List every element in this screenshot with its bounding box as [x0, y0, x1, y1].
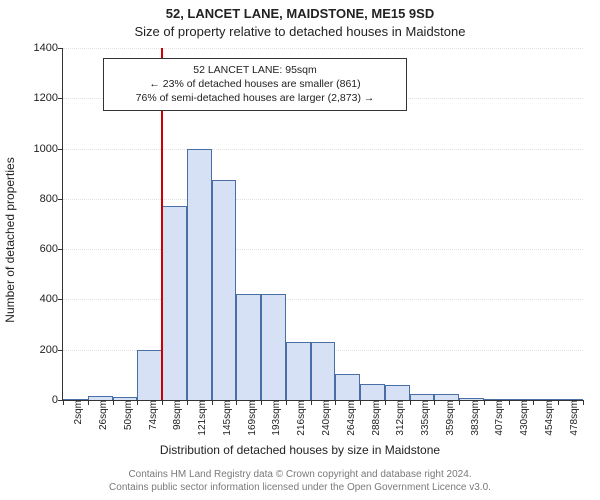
x-tick-mark [187, 400, 188, 405]
x-tick-mark [212, 400, 213, 405]
chart-footer: Contains HM Land Registry data © Crown c… [0, 469, 600, 494]
chart-subtitle: Size of property relative to detached ho… [0, 24, 600, 39]
x-tick-mark [360, 400, 361, 405]
chart-title: 52, LANCET LANE, MAIDSTONE, ME15 9SD [0, 6, 600, 21]
gridline [63, 48, 583, 49]
annotation-line-2: ← 23% of detached houses are smaller (86… [149, 78, 360, 90]
x-tick-mark [335, 400, 336, 405]
x-tick-mark [459, 400, 460, 405]
x-tick-mark [311, 400, 312, 405]
histogram-bar [286, 342, 311, 400]
x-tick-mark [236, 400, 237, 405]
y-tick-mark [58, 299, 63, 300]
gridline [63, 199, 583, 200]
plot-area: 52 LANCET LANE: 95sqm ← 23% of detached h… [62, 48, 583, 401]
y-tick-label: 1000 [22, 143, 58, 155]
y-axis-label: Number of detached properties [3, 157, 17, 322]
histogram-bar [162, 206, 187, 400]
y-tick-mark [58, 149, 63, 150]
y-tick-mark [58, 249, 63, 250]
histogram-bar [236, 294, 261, 400]
y-tick-mark [58, 199, 63, 200]
x-tick-mark [385, 400, 386, 405]
x-tick-mark [88, 400, 89, 405]
x-tick-mark [410, 400, 411, 405]
histogram-bar [360, 384, 385, 400]
histogram-bar [137, 350, 162, 400]
x-tick-mark [137, 400, 138, 405]
y-tick-label: 600 [22, 243, 58, 255]
chart-container: 52, LANCET LANE, MAIDSTONE, ME15 9SD Siz… [0, 0, 600, 500]
histogram-bar [385, 385, 410, 400]
x-tick-mark [484, 400, 485, 405]
x-tick-mark [583, 400, 584, 405]
y-tick-label: 200 [22, 344, 58, 356]
x-tick-mark [286, 400, 287, 405]
x-tick-mark [113, 400, 114, 405]
y-tick-mark [58, 98, 63, 99]
histogram-bar [187, 149, 212, 400]
footer-line-2: Contains public sector information licen… [109, 482, 491, 493]
annotation-box: 52 LANCET LANE: 95sqm ← 23% of detached h… [103, 58, 407, 111]
y-tick-label: 800 [22, 193, 58, 205]
histogram-bar [335, 374, 360, 400]
x-tick-mark [162, 400, 163, 405]
gridline [63, 249, 583, 250]
x-tick-mark [63, 400, 64, 405]
histogram-bar [212, 180, 237, 400]
annotation-line-3: 76% of semi-detached houses are larger (… [136, 92, 375, 104]
x-tick-mark [261, 400, 262, 405]
y-tick-label: 1400 [22, 42, 58, 54]
footer-line-1: Contains HM Land Registry data © Crown c… [128, 469, 471, 480]
x-tick-mark [533, 400, 534, 405]
histogram-bar [261, 294, 286, 400]
y-tick-label: 1200 [22, 92, 58, 104]
x-axis-label: Distribution of detached houses by size … [0, 443, 600, 457]
y-tick-mark [58, 350, 63, 351]
y-tick-label: 400 [22, 293, 58, 305]
histogram-bar [311, 342, 336, 400]
gridline [63, 149, 583, 150]
x-tick-mark [558, 400, 559, 405]
y-tick-label: 0 [22, 394, 58, 406]
y-tick-mark [58, 48, 63, 49]
x-tick-mark [434, 400, 435, 405]
gridline [63, 299, 583, 300]
x-tick-mark [509, 400, 510, 405]
annotation-line-1: 52 LANCET LANE: 95sqm [193, 64, 317, 76]
